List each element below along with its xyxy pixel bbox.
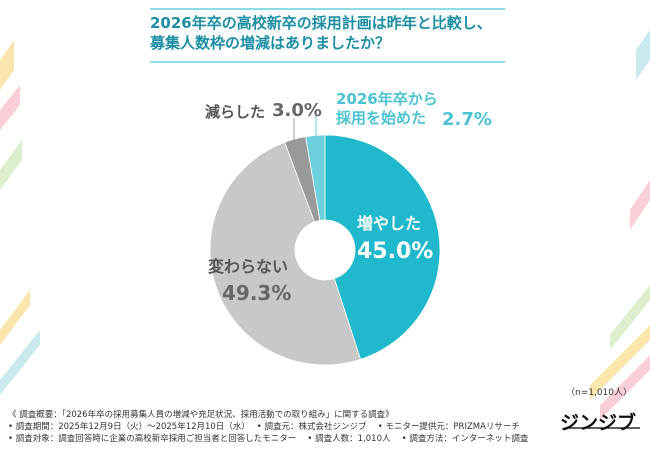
- donut-slice: [305, 134, 326, 221]
- slice-label: 変わらない: [208, 257, 289, 276]
- footer-line: • 調査対象：調査回答時に企業の高校新卒採用ご担当者と回答したモニター • 調査…: [8, 434, 529, 444]
- value-label: 49.3%: [222, 281, 292, 305]
- chart-title: 2026年卒の高校新卒の採用計画は昨年と比較し、 募集人数枠の増減はありましたか…: [150, 14, 492, 52]
- slice-label: 増やした: [357, 214, 422, 233]
- value-label: 3.0%: [272, 100, 322, 121]
- value-label: 45.0%: [357, 239, 434, 264]
- footer-line: • 調査期間：2025年12月9日（火）〜2025年12月10日（水） • 調査…: [8, 422, 520, 432]
- sample-note: （n=1,010人）: [565, 388, 632, 398]
- slice-label: 減らした: [205, 103, 266, 121]
- logo: ジンジブ: [560, 412, 637, 434]
- decor: [0, 30, 650, 420]
- donut-slice: [324, 134, 441, 360]
- donut-slice: [209, 141, 362, 366]
- value-label: 2.7%: [442, 109, 492, 130]
- footer-line: 《 調査概要：「2026年卒の採用募集人員の増減や充足状況、採用活動での取り組み…: [8, 410, 394, 420]
- slice-label: 2026年卒から 採用を始めた: [336, 90, 438, 127]
